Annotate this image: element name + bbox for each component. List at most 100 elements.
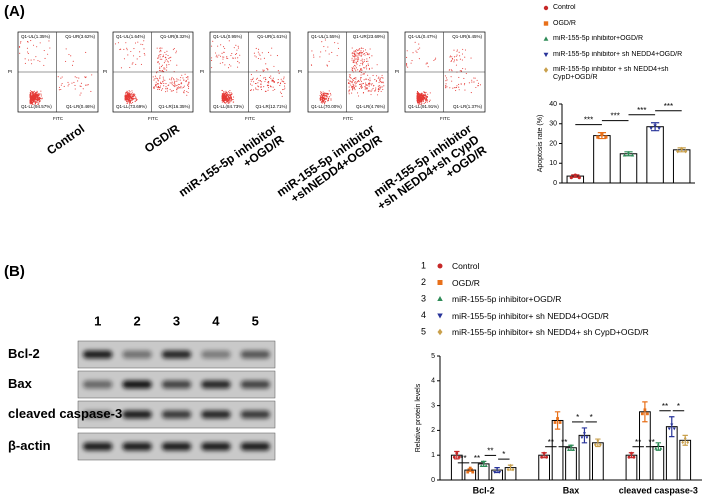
event-dot xyxy=(406,63,408,65)
event-dot xyxy=(217,45,219,47)
event-dot xyxy=(165,58,167,60)
bar xyxy=(591,442,604,481)
event-dot xyxy=(283,81,285,83)
event-dot xyxy=(222,46,225,48)
event-dot xyxy=(426,99,428,101)
event-dot xyxy=(258,86,260,88)
significance-label: ** xyxy=(648,438,654,447)
event-dot xyxy=(260,83,262,85)
event-dot xyxy=(179,79,181,81)
event-dot xyxy=(426,62,429,64)
event-dot xyxy=(49,47,51,49)
event-dot xyxy=(160,66,162,68)
event-dot xyxy=(464,89,466,91)
legend-number: 2 xyxy=(421,277,426,287)
blot-band xyxy=(122,380,152,389)
event-dot xyxy=(128,90,130,92)
significance-label: ** xyxy=(561,438,567,447)
blot-band xyxy=(161,380,192,389)
event-dot xyxy=(224,98,226,100)
marker xyxy=(479,464,483,467)
event-dot xyxy=(162,88,164,90)
event-dot xyxy=(153,79,155,81)
panel-label: (A) xyxy=(4,3,25,20)
axis-label: FITC xyxy=(53,116,64,121)
event-dot xyxy=(360,60,362,62)
event-dot xyxy=(479,84,481,86)
event-dot xyxy=(67,85,69,87)
marker xyxy=(630,451,633,455)
event-dot xyxy=(19,52,21,54)
event-dot xyxy=(188,81,190,83)
event-dot xyxy=(226,101,228,103)
event-dot xyxy=(354,83,356,85)
event-dot xyxy=(168,64,170,66)
event-dot xyxy=(239,54,241,56)
event-dot xyxy=(417,95,420,97)
event-dot xyxy=(129,96,131,98)
legend-label: OGD/R xyxy=(452,277,480,288)
event-dot xyxy=(272,86,274,88)
event-dot xyxy=(171,82,173,84)
event-dot xyxy=(158,88,161,90)
event-dot xyxy=(267,51,270,53)
event-dot xyxy=(36,91,38,93)
event-dot xyxy=(260,85,262,88)
event-dot xyxy=(283,76,285,78)
event-dot xyxy=(351,57,353,59)
event-dot xyxy=(32,95,34,97)
event-dot xyxy=(379,77,381,79)
blot-band xyxy=(83,380,113,389)
event-dot xyxy=(260,89,263,91)
event-dot xyxy=(360,84,362,86)
event-dot xyxy=(158,63,160,65)
legend-entry: Control xyxy=(553,4,576,11)
legend-number: 5 xyxy=(421,326,426,336)
event-dot xyxy=(34,102,36,104)
event-dot xyxy=(366,68,368,70)
event-dot xyxy=(176,87,178,89)
event-dot xyxy=(77,80,79,82)
event-dot xyxy=(363,60,365,62)
event-dot xyxy=(30,100,33,102)
blot-row-label: β-actin xyxy=(8,438,51,453)
x-tick-label: Bcl-2 xyxy=(473,485,495,495)
event-dot xyxy=(379,87,381,89)
event-dot xyxy=(450,76,452,78)
event-dot xyxy=(427,93,429,95)
event-dot xyxy=(134,101,136,103)
event-dot xyxy=(453,49,455,51)
event-dot xyxy=(451,56,453,58)
event-dot xyxy=(280,78,282,80)
event-dot xyxy=(164,68,166,70)
event-dot xyxy=(232,98,234,101)
event-dot xyxy=(133,98,135,100)
quadrant-label: Q1-UL(1.55%) xyxy=(311,34,341,39)
event-dot xyxy=(477,82,480,84)
legend-entry: Control xyxy=(452,261,479,271)
event-dot xyxy=(127,100,129,102)
event-dot xyxy=(87,84,89,86)
event-dot xyxy=(125,42,127,44)
event-dot xyxy=(366,88,368,90)
event-dot xyxy=(327,96,329,98)
event-dot xyxy=(229,90,231,92)
event-dot xyxy=(277,82,279,84)
event-dot xyxy=(40,93,42,95)
event-dot xyxy=(321,97,323,99)
event-dot xyxy=(179,87,181,89)
event-dot xyxy=(326,64,328,66)
event-dot xyxy=(144,54,146,56)
event-dot xyxy=(280,92,282,94)
legend-entry: miR-155-5p inhibitor + sh NEDD4+sh CypD+… xyxy=(553,66,669,81)
event-dot xyxy=(37,96,39,98)
event-dot xyxy=(216,54,218,56)
event-dot xyxy=(347,82,350,84)
bar xyxy=(646,126,664,184)
event-dot xyxy=(360,62,362,64)
event-dot xyxy=(159,70,161,72)
plot-caption: miR-155-5p inhibitor xyxy=(274,121,377,199)
event-dot xyxy=(348,74,350,76)
blot-band xyxy=(122,442,152,451)
event-dot xyxy=(236,49,238,51)
